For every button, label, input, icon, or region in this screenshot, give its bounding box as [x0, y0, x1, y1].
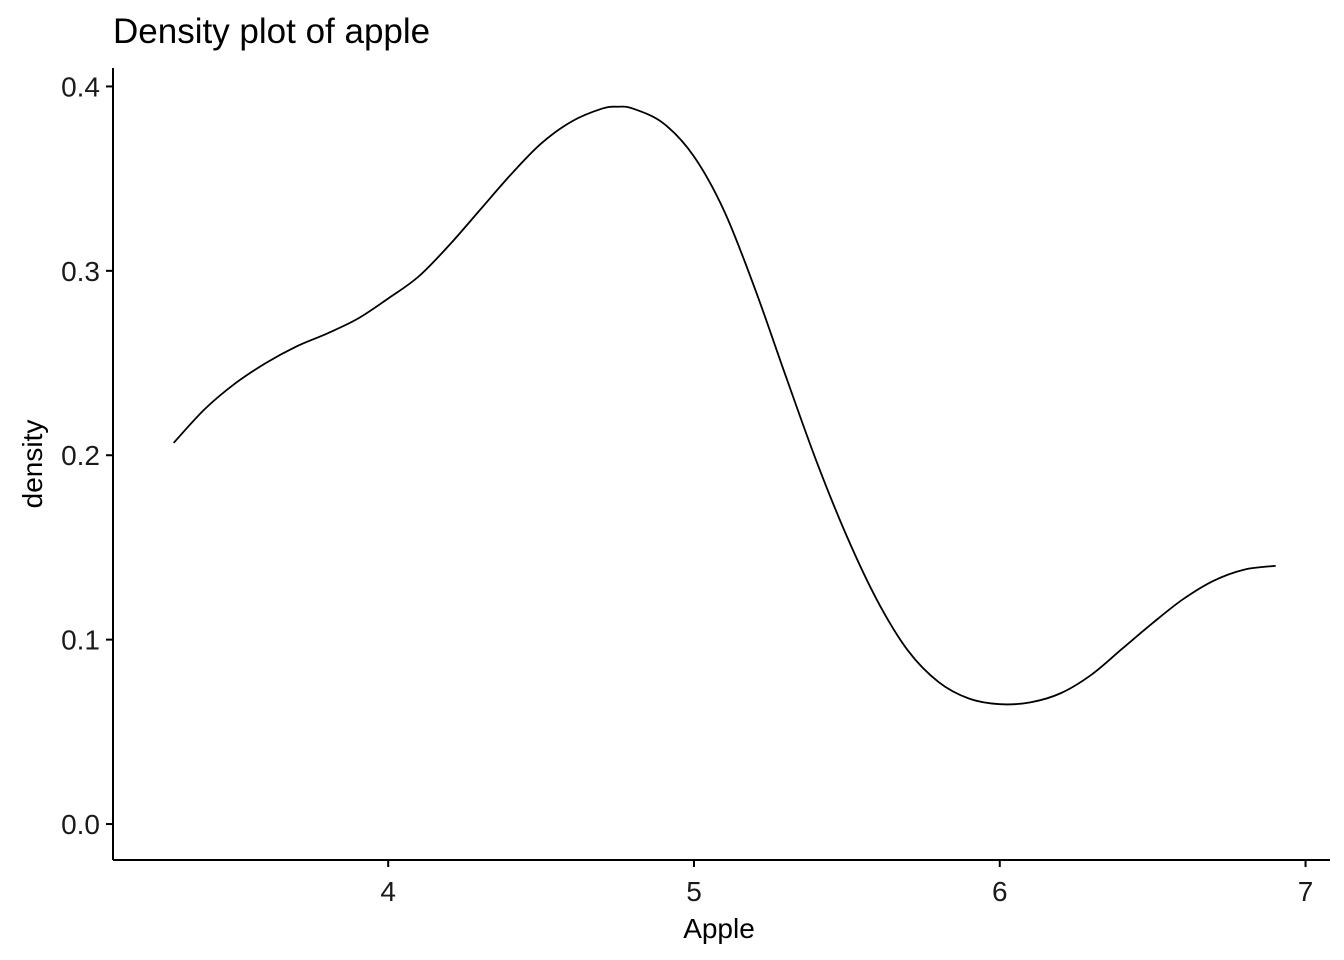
y-tick-label: 0.3	[61, 256, 100, 287]
y-tick-label: 0.0	[61, 809, 100, 840]
y-tick-label: 0.1	[61, 625, 100, 656]
y-axis: 0.0 0.1 0.2 0.3 0.4	[61, 68, 114, 860]
x-tick-label: 4	[380, 876, 396, 907]
x-tick-label: 6	[992, 876, 1008, 907]
x-axis: 4 5 6 7	[113, 859, 1330, 907]
plot-area	[173, 105, 1276, 706]
x-tick-label: 7	[1298, 876, 1314, 907]
x-axis-title: Apple	[683, 913, 755, 944]
y-axis-title: density	[17, 420, 48, 509]
y-tick-label: 0.2	[61, 440, 100, 471]
x-tick-label: 5	[686, 876, 702, 907]
chart-title: Density plot of apple	[113, 12, 430, 51]
y-tick-label: 0.4	[61, 71, 100, 102]
density-curve	[173, 105, 1276, 706]
